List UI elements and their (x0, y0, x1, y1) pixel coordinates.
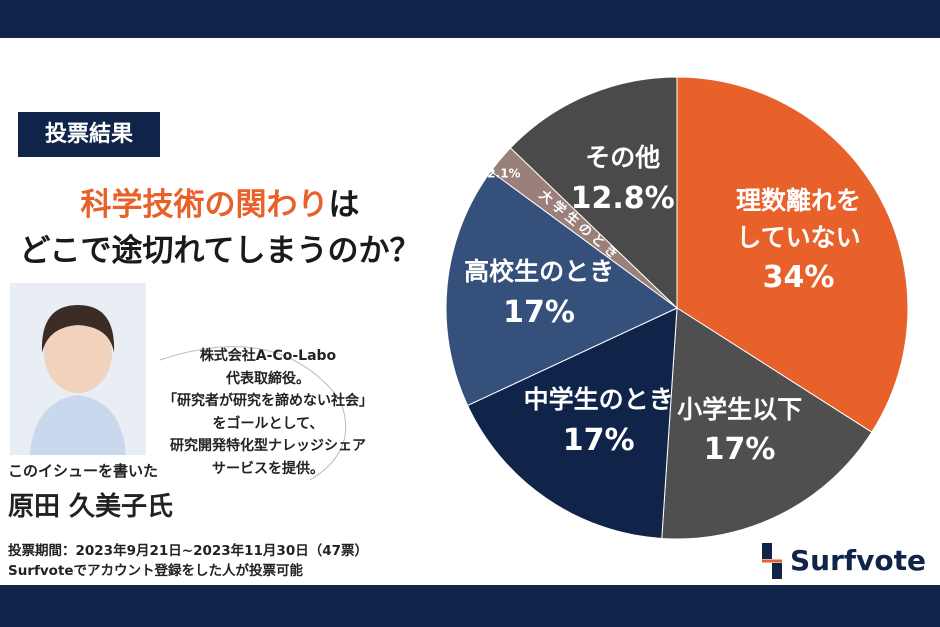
title-rest: は (328, 187, 360, 223)
vote-period: 投票期間：2023年9月21日~2023年11月30日（47票） (8, 543, 368, 559)
slice-value-label: 34% (762, 259, 835, 295)
vote-note: Surfvoteでアカウント登録をした人が投票可能 (8, 563, 304, 579)
slice-value-label: 12.8% (570, 180, 675, 216)
title-line2: どこで途切れてしまうのか？ (19, 233, 421, 269)
bio-line: サービスを提供。 (212, 460, 324, 477)
pie-slice (445, 170, 678, 407)
author-photo (10, 283, 146, 455)
slice-label: 中学生のとき 17% (504, 382, 694, 462)
bio-line: 研究開発特化型ナレッジシェア (170, 438, 366, 454)
bio-line: をゴールとして、 (212, 415, 324, 432)
author-bio: 株式会社A-Co-Labo 代表取締役。「研究者が研究を諦めない社会」 をゴールとし… (148, 345, 388, 480)
pie-slice (466, 307, 678, 540)
bio-line: 代表取締役。 (226, 370, 310, 387)
slice-category-label: 理数離れをしていない (736, 186, 862, 252)
author-name: 原田 久美子氏 (8, 492, 174, 522)
decor-arc (159, 346, 347, 481)
slice-value-label: 17% (703, 432, 776, 468)
title: 科学技術の関わりは どこで途切れてしまうのか？ (0, 182, 440, 274)
slice-value-label: 2.1% (487, 167, 520, 181)
pie-slice (661, 307, 873, 540)
pie-slice (676, 76, 909, 433)
slice-value-label: 17% (562, 422, 635, 458)
top-bar (0, 0, 940, 38)
title-highlight: 科学技術の関わり (80, 187, 329, 223)
slice-label: その他 12.8% (528, 141, 718, 221)
badge: 投票結果 (18, 112, 160, 157)
slice-category-label: 小学生以下 (677, 394, 803, 424)
bio-line: 株式会社A-Co-Labo (199, 348, 337, 364)
author-intro: このイシューを書いた (8, 462, 159, 480)
slice-category-label: 高校生のとき (464, 257, 615, 287)
slice-value-label: 17% (503, 294, 575, 330)
bottom-bar (0, 585, 940, 627)
slice-category-label: その他 (585, 143, 661, 173)
logo-icon (762, 543, 782, 579)
bio-line: 「研究者が研究を諦めない社会」 (163, 393, 373, 409)
slice-label: 高校生のとき 17% (444, 254, 634, 334)
logo-text: Surfvote (790, 544, 926, 577)
pie-slice (509, 76, 678, 310)
slice-label: 理数離れをしていない 34% (724, 183, 874, 299)
slice-label: 小学生以下 17% (645, 392, 835, 472)
slice-category-label: 中学生のとき (523, 385, 674, 415)
